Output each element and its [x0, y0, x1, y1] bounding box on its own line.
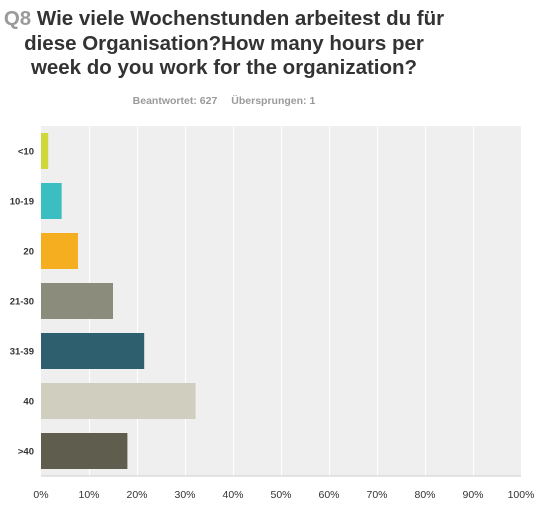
question-number: Q8 [3, 7, 32, 30]
bar [41, 433, 128, 469]
x-tick-labels: 0% 10% 20% 30% 40% 50% 60% 70% 80% 90% 100% [33, 489, 534, 501]
bar [41, 383, 196, 419]
grid-lines [89, 126, 522, 476]
category-label: >40 [18, 447, 34, 458]
question-text: Wie viele Wochenstunden arbeitest du für… [24, 7, 445, 79]
answered-count: 627 [199, 95, 218, 107]
category-label: 20 [23, 247, 34, 258]
x-tick-label: 10% [78, 489, 99, 501]
x-tick-label: 70% [366, 489, 387, 501]
bar [41, 133, 49, 169]
x-tick-label: 100% [508, 489, 535, 501]
bar [41, 233, 78, 269]
answered-label: Beantwortet: [132, 95, 197, 107]
response-stats: Beantwortet: 627 Übersprungen: 1 [0, 95, 448, 107]
x-tick-label: 80% [414, 489, 435, 501]
skipped-count: 1 [309, 95, 316, 107]
x-tick-label: 30% [174, 489, 195, 501]
category-label: 31-39 [10, 347, 34, 358]
category-label: 10-19 [10, 197, 34, 208]
category-label: 40 [23, 397, 34, 408]
x-tick-label: 50% [270, 489, 291, 501]
x-tick-label: 20% [126, 489, 147, 501]
bars [41, 133, 196, 469]
x-tick-label: 60% [318, 489, 339, 501]
skipped-label: Übersprungen: [231, 95, 307, 107]
bar [41, 333, 145, 369]
x-tick-label: 40% [222, 489, 243, 501]
x-tick-label: 0% [33, 489, 48, 501]
bar [41, 183, 62, 219]
x-tick-label: 90% [462, 489, 483, 501]
category-labels: <10 10-19 20 21-30 31-39 40 >40 [10, 147, 34, 458]
bar [41, 283, 113, 319]
category-label: <10 [18, 147, 34, 158]
category-label: 21-30 [10, 297, 34, 308]
question-title: Q8 Wie viele Wochenstunden arbeitest du … [0, 7, 448, 81]
